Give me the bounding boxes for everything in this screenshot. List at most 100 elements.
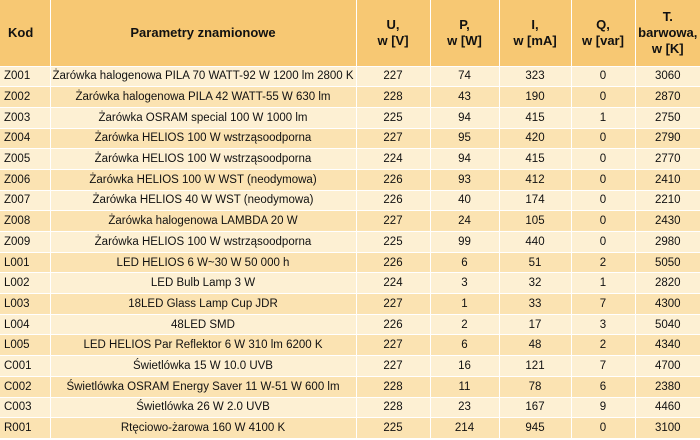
header-q-line1: Q,	[596, 16, 610, 32]
cell-u: 224	[356, 148, 431, 170]
cell-q: 1	[571, 272, 636, 295]
cell-q: 6	[571, 376, 636, 398]
table-row: L005 LED HELIOS Par Reflektor 6 W 310 lm …	[0, 334, 700, 357]
cell-kod: C002	[0, 376, 51, 398]
table-row: C003 Świetlówka 26 W 2.0 UVB 228 23 167 9 4460	[0, 397, 700, 419]
table-row: L001 LED HELIOS 6 W~30 W 50 000 h 226 6 51 2 5…	[0, 252, 700, 274]
cell-t: 2410	[635, 169, 700, 191]
cell-q: 1	[571, 107, 636, 129]
header-p-line2: w [W]	[447, 32, 482, 48]
cell-i: 105	[499, 210, 572, 232]
table-row: Z007 Żarówka HELIOS 40 W WST (neodymowa) 2…	[0, 190, 700, 212]
cell-t: 3060	[635, 66, 700, 88]
cell-p: 74	[430, 66, 500, 88]
header-u: U, w [V]	[356, 0, 431, 67]
cell-i: 167	[499, 397, 572, 419]
table-body: Z001 Żarówka halogenowa PILA 70 WATT-92 W…	[0, 66, 700, 439]
cell-i: 32	[499, 272, 572, 295]
cell-parametry: Żarówka halogenowa PILA 42 WATT-55 W 630…	[50, 86, 357, 108]
cell-parametry: Rtęciowo-żarowa 160 W 4100 K	[50, 417, 357, 439]
cell-kod: L001	[0, 252, 51, 274]
cell-kod: L003	[0, 293, 51, 315]
cell-i: 174	[499, 190, 572, 212]
cell-i: 420	[499, 128, 572, 150]
cell-i: 412	[499, 169, 572, 191]
cell-u: 225	[356, 231, 431, 253]
cell-u: 227	[356, 355, 431, 377]
cell-i: 415	[499, 148, 572, 170]
cell-q: 0	[571, 210, 636, 232]
cell-kod: Z004	[0, 128, 51, 150]
cell-t: 2870	[635, 86, 700, 108]
cell-u: 228	[356, 86, 431, 108]
cell-t: 4340	[635, 334, 700, 357]
cell-parametry: Żarówka halogenowa LAMBDA 20 W	[50, 210, 357, 232]
cell-u: 226	[356, 190, 431, 212]
header-q: Q, w [var]	[571, 0, 636, 67]
cell-p: 94	[430, 148, 500, 170]
table-row: Z006 Żarówka HELIOS 100 W WST (neodymowa)…	[0, 169, 700, 191]
cell-kod: L002	[0, 272, 51, 295]
cell-p: 2	[430, 314, 500, 336]
cell-parametry: Żarówka HELIOS 40 W WST (neodymowa)	[50, 190, 357, 212]
cell-t: 5050	[635, 252, 700, 274]
cell-q: 0	[571, 66, 636, 88]
cell-kod: C001	[0, 355, 51, 377]
cell-u: 226	[356, 314, 431, 336]
cell-p: 95	[430, 128, 500, 150]
cell-p: 99	[430, 231, 500, 253]
table-row: Z004 Żarówka HELIOS 100 W wstrząsoodporna…	[0, 128, 700, 150]
cell-i: 78	[499, 376, 572, 398]
header-q-line2: w [var]	[582, 32, 624, 48]
cell-u: 226	[356, 169, 431, 191]
cell-parametry: Żarówka HELIOS 100 W wstrząsoodporna	[50, 231, 357, 253]
table-row: Z008 Żarówka halogenowa LAMBDA 20 W 227 24 1…	[0, 210, 700, 232]
cell-t: 2820	[635, 272, 700, 295]
cell-kod: L004	[0, 314, 51, 336]
cell-i: 415	[499, 107, 572, 129]
cell-t: 2210	[635, 190, 700, 212]
cell-parametry: LED HELIOS Par Reflektor 6 W 310 lm 6200…	[50, 334, 357, 357]
cell-kod: Z005	[0, 148, 51, 170]
header-kod: Kod	[0, 0, 51, 67]
table-row: Z001 Żarówka halogenowa PILA 70 WATT-92 W…	[0, 66, 700, 88]
cell-t: 3100	[635, 417, 700, 439]
cell-t: 4300	[635, 293, 700, 315]
cell-u: 224	[356, 272, 431, 295]
cell-q: 9	[571, 397, 636, 419]
cell-u: 227	[356, 66, 431, 88]
header-i-line1: I,	[531, 16, 539, 32]
cell-p: 11	[430, 376, 500, 398]
cell-u: 227	[356, 293, 431, 315]
cell-kod: R001	[0, 417, 51, 439]
cell-p: 6	[430, 334, 500, 357]
cell-q: 7	[571, 293, 636, 315]
cell-p: 24	[430, 210, 500, 232]
cell-u: 225	[356, 107, 431, 129]
table-row: C001 Świetlówka 15 W 10.0 UVB 227 16 121 7 470…	[0, 355, 700, 377]
cell-q: 0	[571, 128, 636, 150]
cell-p: 40	[430, 190, 500, 212]
cell-kod: Z008	[0, 210, 51, 232]
cell-u: 225	[356, 417, 431, 439]
table-row: Z003 Żarówka OSRAM special 100 W 1000 lm 2…	[0, 107, 700, 129]
cell-p: 6	[430, 252, 500, 274]
cell-kod: Z009	[0, 231, 51, 253]
header-t-line2: barwowa,	[638, 24, 698, 40]
cell-parametry: Żarówka HELIOS 100 W wstrząsoodporna	[50, 128, 357, 150]
cell-q: 0	[571, 169, 636, 191]
cell-t: 2980	[635, 231, 700, 253]
cell-t: 2770	[635, 148, 700, 170]
header-t-line1: T.	[662, 8, 673, 24]
header-t: T. barwowa, w [K]	[635, 0, 700, 67]
cell-kod: Z003	[0, 107, 51, 129]
cell-i: 323	[499, 66, 572, 88]
cell-parametry: Świetlówka OSRAM Energy Saver 11 W-51 W …	[50, 376, 357, 398]
table-row: Z005 Żarówka HELIOS 100 W wstrząsoodporna…	[0, 148, 700, 170]
cell-t: 2380	[635, 376, 700, 398]
cell-parametry: Żarówka halogenowa PILA 70 WATT-92 W 120…	[50, 66, 357, 88]
cell-t: 4460	[635, 397, 700, 419]
cell-q: 0	[571, 148, 636, 170]
cell-parametry: 18LED Glass Lamp Cup JDR	[50, 293, 357, 315]
header-u-line2: w [V]	[377, 32, 409, 48]
